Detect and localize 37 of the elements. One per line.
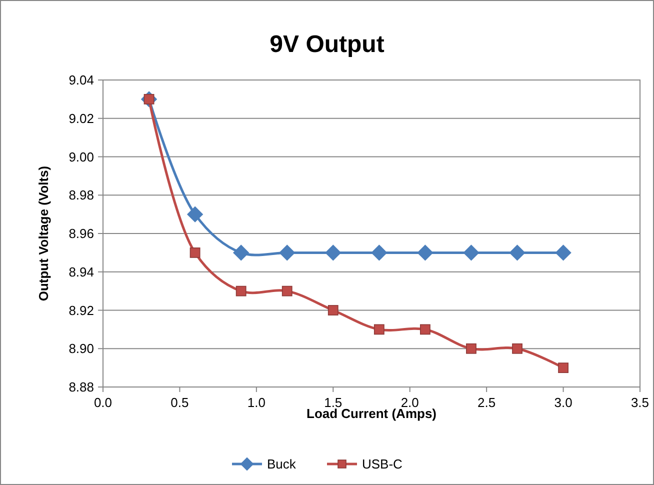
chart-title: 9V Output <box>270 31 384 58</box>
point <box>186 206 204 222</box>
point <box>512 343 522 354</box>
x-tick-label: 0.0 <box>94 395 112 410</box>
point <box>282 286 292 296</box>
point <box>328 305 338 316</box>
point <box>325 244 342 261</box>
x-tick-label: 0.5 <box>170 395 189 410</box>
point <box>509 244 526 261</box>
point <box>374 324 384 335</box>
y-axis-title: Output Voltage (Volts) <box>36 166 51 302</box>
y-tick-label: 8.94 <box>68 264 94 280</box>
point <box>463 244 480 261</box>
x-tick-label: 3.0 <box>554 395 572 410</box>
point <box>466 343 476 354</box>
point <box>558 362 568 374</box>
point <box>236 286 246 296</box>
point <box>420 324 430 335</box>
point <box>417 244 434 261</box>
x-tick-label: 1.0 <box>247 395 266 410</box>
y-tick-label: 9.00 <box>68 149 94 164</box>
y-tick-label: 8.98 <box>68 188 94 203</box>
legend-label: Buck <box>267 456 296 472</box>
point <box>279 244 296 261</box>
point <box>190 247 200 258</box>
point <box>555 244 572 261</box>
x-tick-label: 2.5 <box>478 395 496 410</box>
y-tick-label: 8.90 <box>68 341 94 356</box>
y-tick-label: 8.88 <box>68 380 94 394</box>
y-tick-label: 8.96 <box>68 226 94 241</box>
point <box>371 244 388 261</box>
x-tick-label: 3.5 <box>630 395 650 410</box>
y-tick-label: 9.02 <box>68 110 94 126</box>
y-tick-label: 8.92 <box>68 302 94 318</box>
legend-label: USB-C <box>362 456 402 472</box>
y-tick-label: 9.04 <box>68 72 94 88</box>
point <box>232 244 250 261</box>
